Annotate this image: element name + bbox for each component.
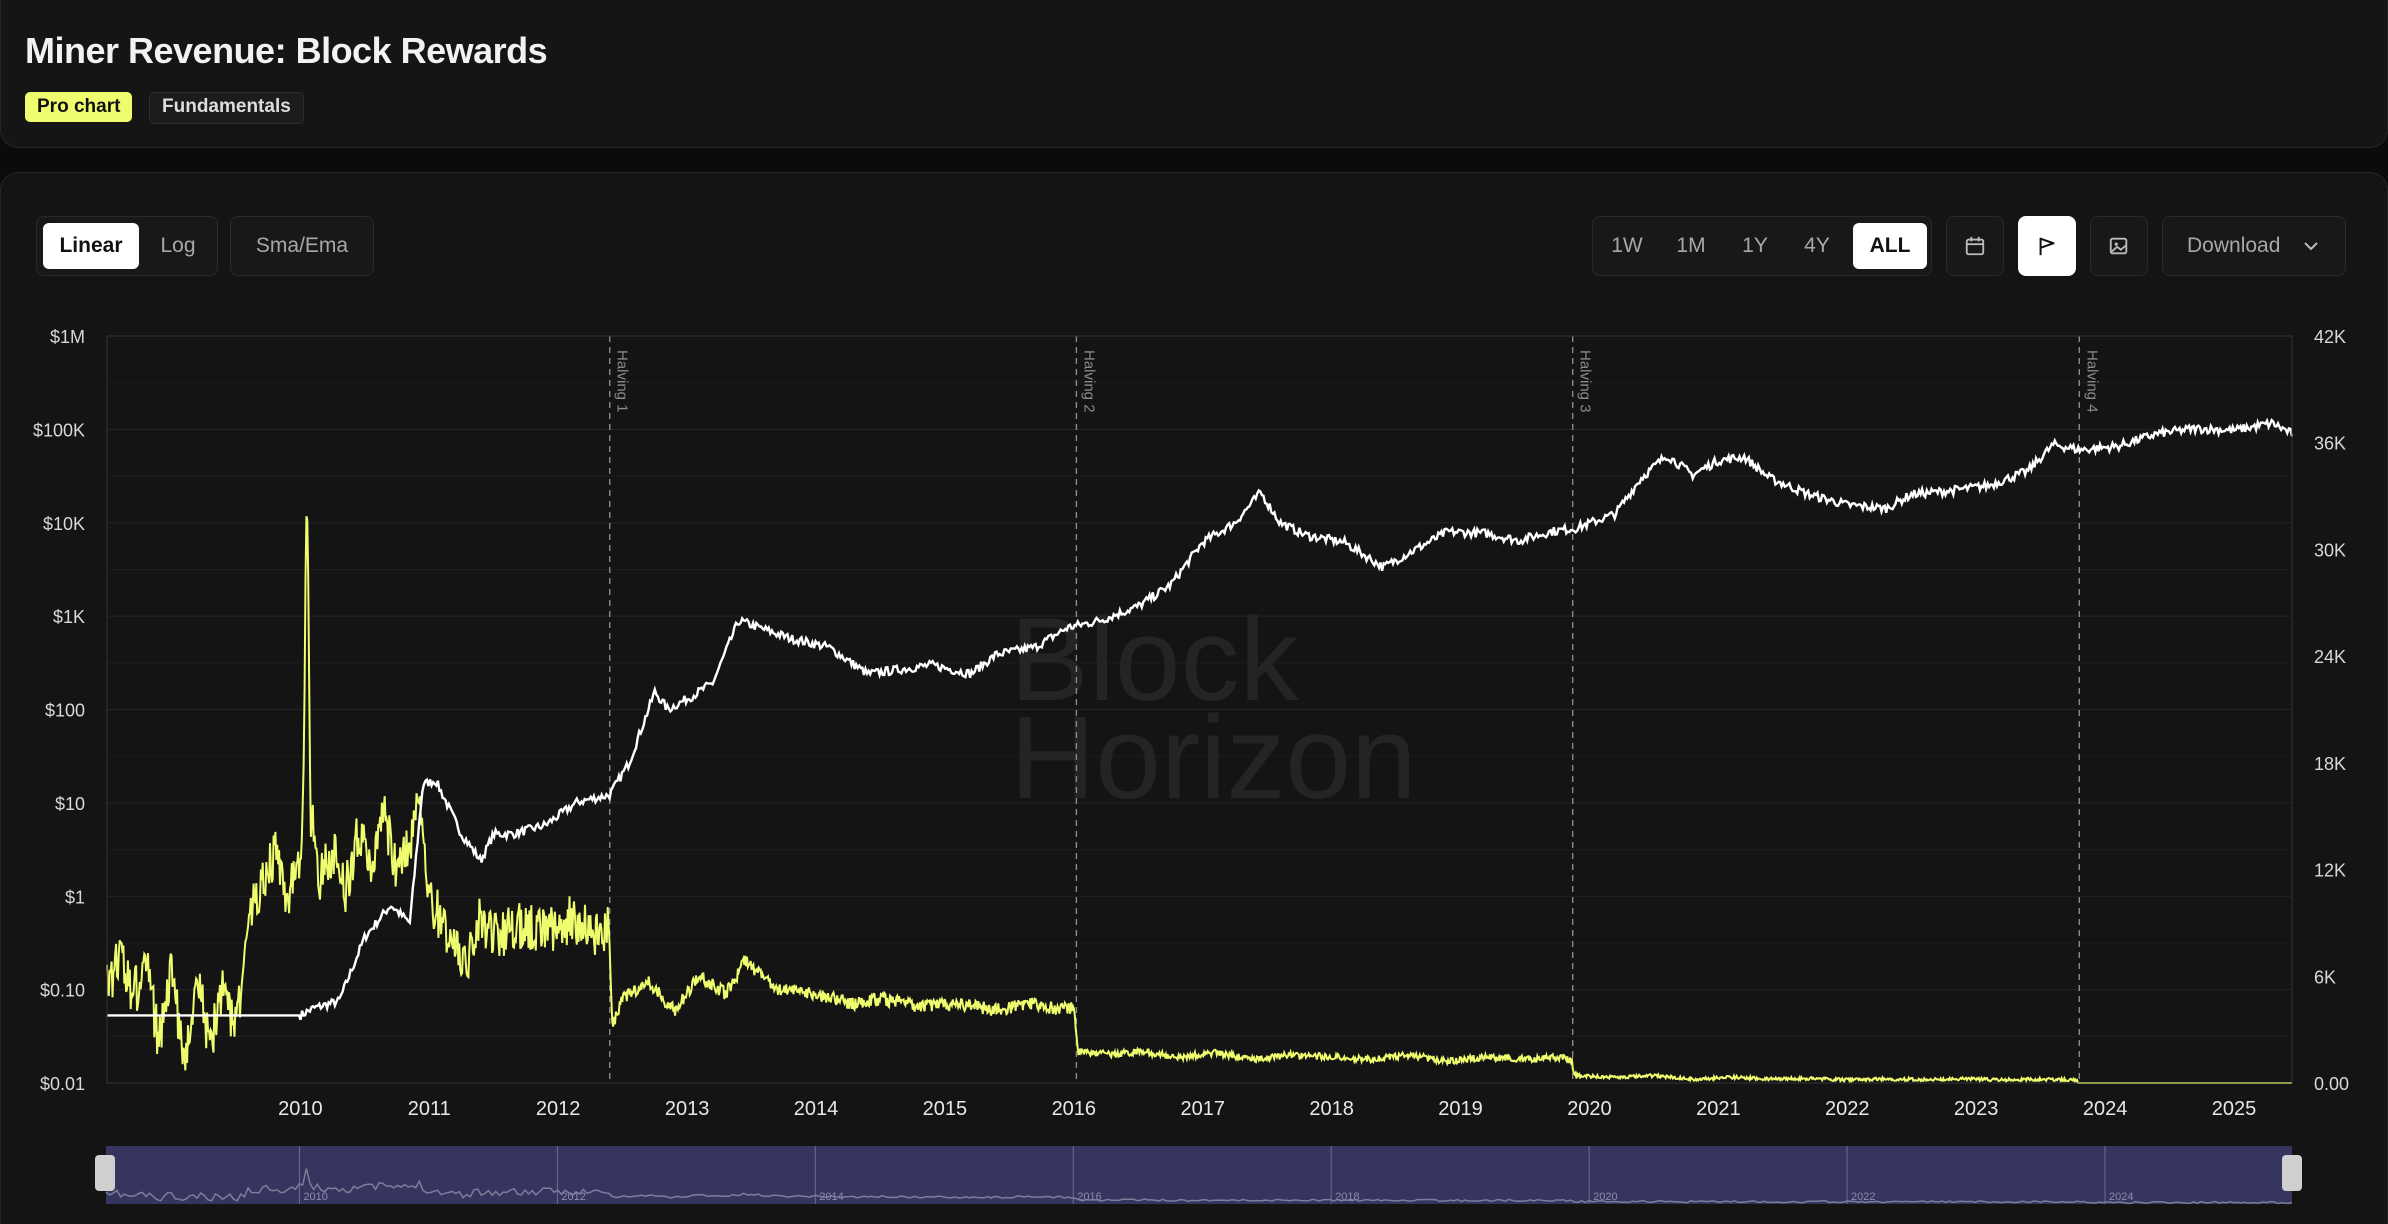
x-tick-label: 2010 (278, 1098, 323, 1120)
halving-label: Halving 2 (1080, 350, 1097, 413)
halving-label: Halving 3 (1577, 350, 1594, 413)
y-right-tick-label: 12K (2314, 861, 2346, 881)
plot-frame (106, 335, 2293, 1084)
halving-markers: Halving 1 Halving 2 Halving 3 Halving 4 (609, 336, 2100, 1083)
download-button[interactable]: Download (2162, 216, 2346, 276)
navigator-tick-label: 2010 (303, 1191, 327, 1203)
navigator-handle-right[interactable] (2282, 1155, 2302, 1191)
grid-lines (107, 335, 2292, 1084)
x-tick-label: 2024 (2083, 1098, 2128, 1120)
navigator-ticks: 2010 2012 2014 2016 2018 2020 2022 2024 (298, 1146, 2133, 1204)
navigator-tick-label: 2012 (561, 1191, 585, 1203)
y-right-tick-label: 36K (2314, 434, 2346, 454)
pro-chart-badge[interactable]: Pro chart (25, 92, 133, 122)
watermark-line-2: Horizon (1010, 692, 1417, 824)
chevron-down-icon (2304, 242, 2318, 251)
y-left-tick-label: $10K (43, 514, 85, 534)
chart-card (0, 172, 2388, 1224)
navigator-window[interactable] (106, 1146, 2292, 1204)
scale-toggle: Linear Log (36, 216, 218, 276)
y-right-tick-label: 6K (2314, 967, 2336, 987)
linear-button[interactable]: Linear (43, 223, 139, 269)
header-card: Miner Revenue: Block Rewards Pro chart F… (0, 0, 2388, 148)
fundamentals-badge[interactable]: Fundamentals (149, 92, 304, 124)
range-all-button[interactable]: ALL (1853, 223, 1927, 269)
navigator-tick-label: 2018 (1335, 1191, 1359, 1203)
y-right-tick-label: 42K (2314, 327, 2346, 347)
log-button[interactable]: Log (160, 234, 196, 257)
export-image-button[interactable] (2090, 216, 2148, 276)
range-4y-button[interactable]: 4Y (1804, 234, 1830, 257)
sma-ema-group: Sma/Ema (230, 216, 374, 276)
block-count-series (107, 417, 2294, 1021)
calendar-icon (1965, 236, 1985, 256)
halving-flag-button[interactable] (2018, 216, 2076, 276)
series-layer (106, 417, 2294, 1085)
navigator-tick-label: 2014 (819, 1191, 843, 1203)
x-tick-label: 2013 (665, 1098, 710, 1120)
x-tick-label: 2019 (1438, 1098, 1483, 1120)
y-right-tick-label: 0.00 (2314, 1074, 2349, 1094)
image-icon (2109, 237, 2128, 255)
range-1w-button[interactable]: 1W (1611, 234, 1643, 257)
x-tick-label: 2018 (1309, 1098, 1354, 1120)
x-tick-label: 2025 (2212, 1098, 2257, 1120)
y-left-tick-label: $1M (50, 327, 85, 347)
navigator-tick-label: 2024 (2109, 1191, 2133, 1203)
watermark: Block Horizon (1010, 594, 1417, 824)
download-label: Download (2187, 234, 2281, 257)
halving-label: Halving 4 (2083, 350, 2100, 413)
calendar-button[interactable] (1946, 216, 2004, 276)
page-title: Miner Revenue: Block Rewards (25, 30, 548, 71)
x-tick-label: 2015 (923, 1098, 968, 1120)
x-tick-label: 2020 (1567, 1098, 1612, 1120)
x-tick-label: 2023 (1954, 1098, 1999, 1120)
watermark-line-1: Block (1010, 594, 1300, 726)
x-tick-label: 2017 (1180, 1098, 1225, 1120)
range-1y-button[interactable]: 1Y (1742, 234, 1768, 257)
halving-label: Halving 1 (614, 350, 631, 413)
flag-icon (2039, 237, 2055, 256)
navigator-series (105, 1168, 2293, 1205)
navigator-tick-label: 2020 (1593, 1191, 1617, 1203)
y-right-tick-label: 24K (2314, 647, 2346, 667)
y-right-tick-label: 18K (2314, 754, 2346, 774)
navigator-handle-left[interactable] (95, 1155, 115, 1191)
axes: $1M $100K $10K $1K $100 $10 $1 $0.10 $0.01 42K 36K… (33, 327, 2349, 1120)
y-left-tick-label: $0.10 (40, 981, 85, 1001)
x-tick-label: 2021 (1696, 1098, 1741, 1120)
block-reward-revenue-series (106, 516, 2292, 1085)
y-left-tick-label: $1K (53, 607, 85, 627)
navigator-tick-label: 2022 (1851, 1191, 1875, 1203)
y-right-tick-label: 30K (2314, 540, 2346, 560)
x-tick-label: 2012 (536, 1098, 581, 1120)
x-tick-label: 2011 (408, 1098, 451, 1120)
x-tick-label: 2016 (1052, 1098, 1097, 1120)
x-tick-label: 2022 (1825, 1098, 1870, 1120)
navigator-tick-label: 2016 (1077, 1191, 1101, 1203)
y-left-tick-label: $100 (45, 701, 85, 721)
y-left-tick-label: $0.01 (40, 1074, 85, 1094)
range-1m-button[interactable]: 1M (1676, 234, 1706, 257)
y-left-tick-label: $100K (33, 420, 85, 440)
x-tick-label: 2014 (794, 1098, 839, 1120)
sma-ema-button[interactable]: Sma/Ema (255, 234, 349, 257)
y-left-tick-label: $1 (65, 887, 85, 907)
y-left-tick-label: $10 (55, 794, 85, 814)
range-selector: 1W 1M 1Y 4Y ALL (1592, 216, 1932, 276)
